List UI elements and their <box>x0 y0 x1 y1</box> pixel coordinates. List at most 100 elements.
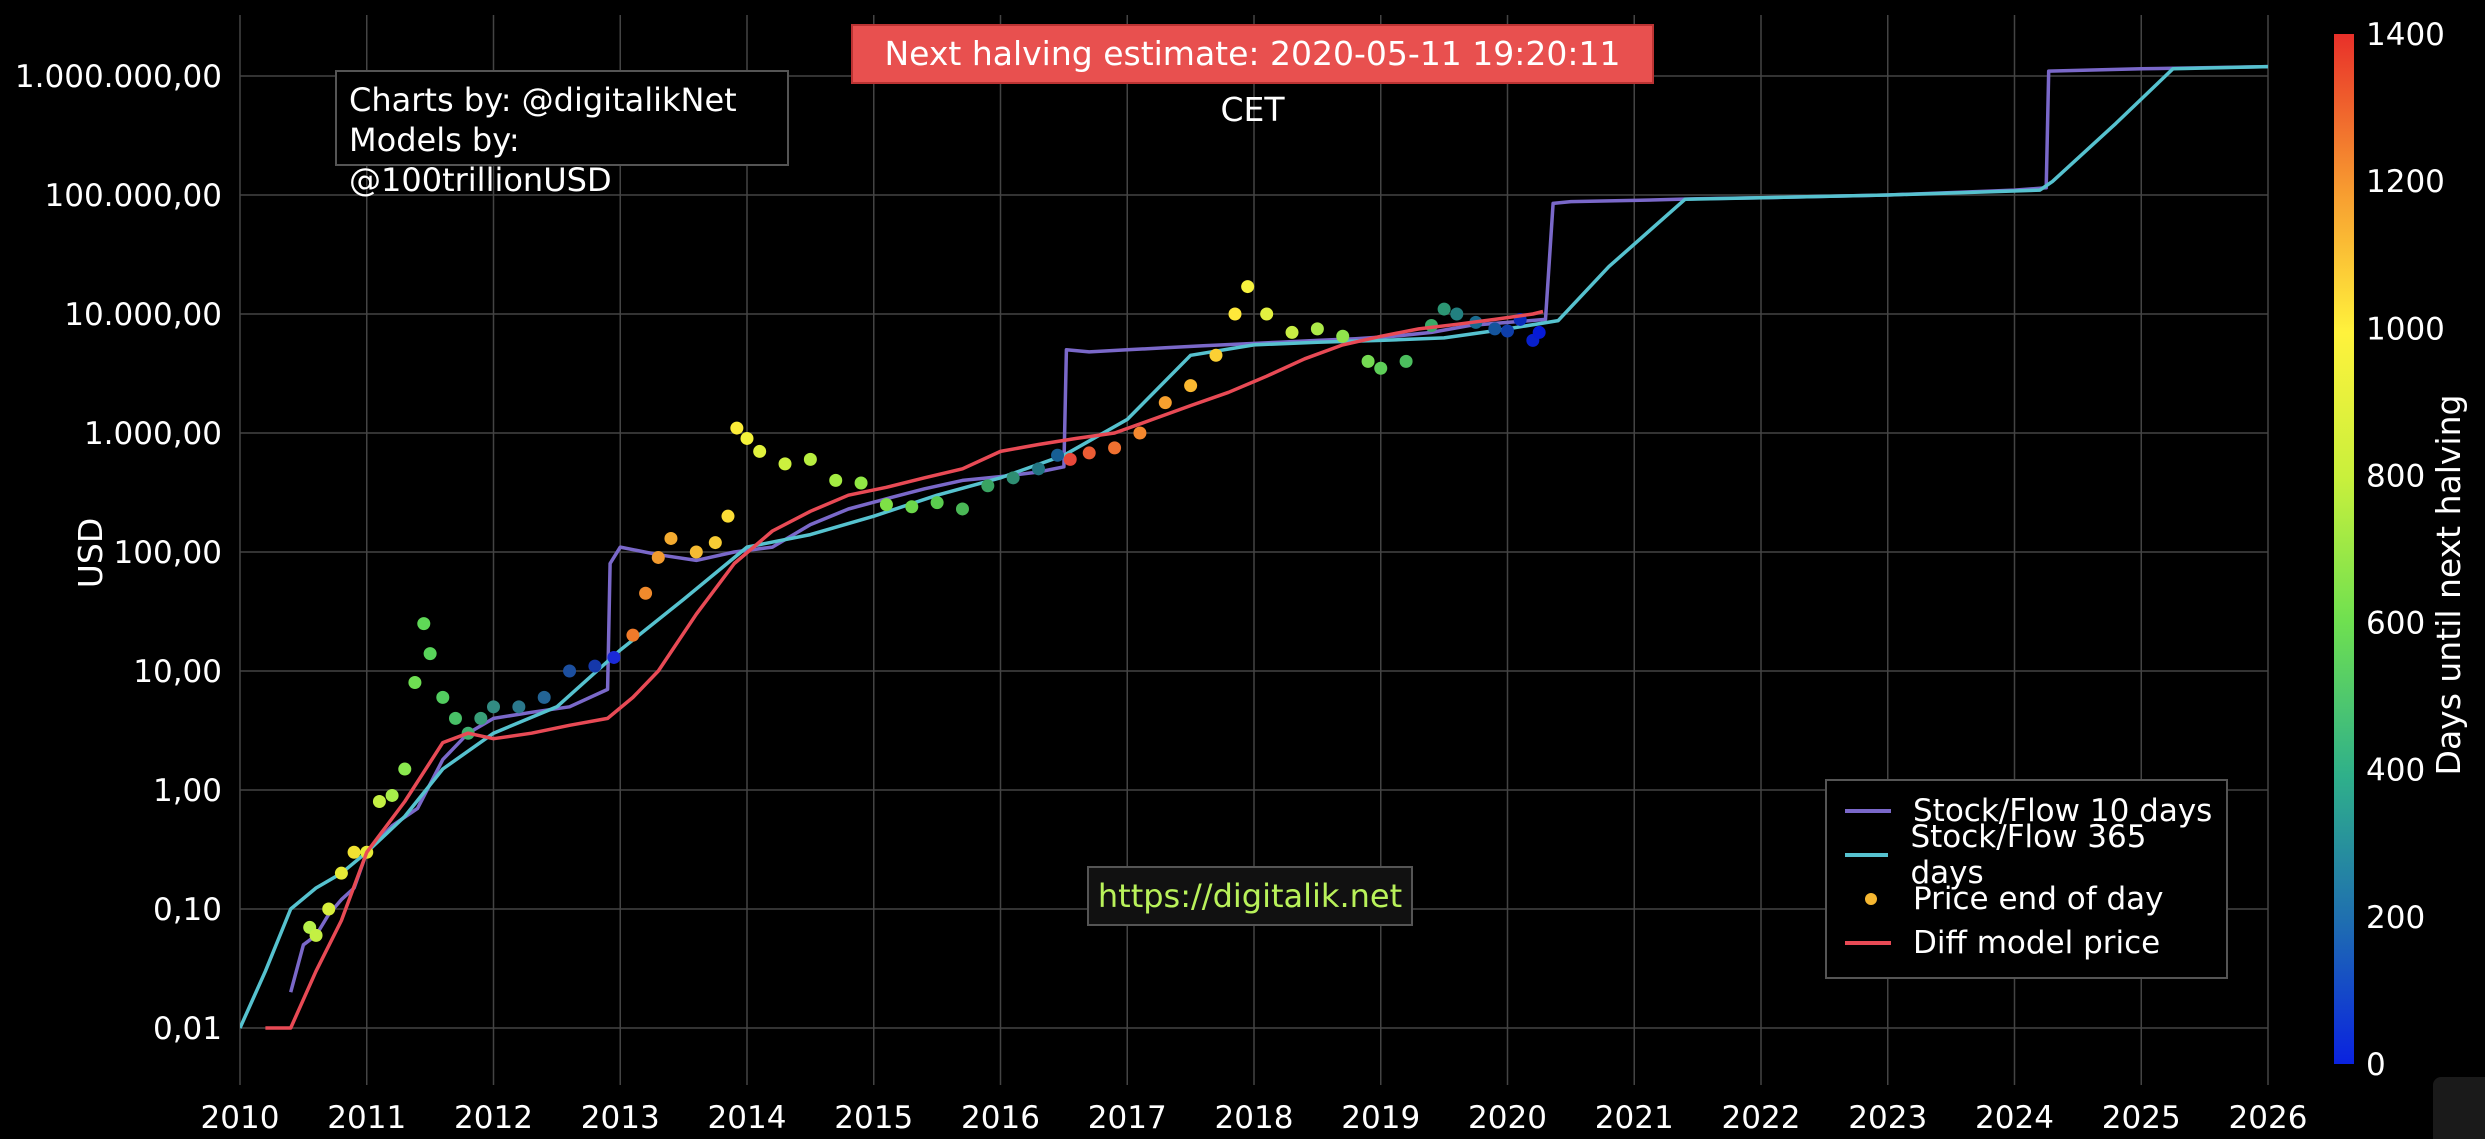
price-point <box>436 690 450 704</box>
price-point <box>1374 361 1388 375</box>
price-point <box>1437 302 1451 316</box>
legend-swatch-diff <box>1837 926 1897 960</box>
y-tick-label: 1.000.000,00 <box>15 59 222 95</box>
legend-item-sf365[interactable]: Stock/Flow 365 days <box>1837 819 2216 891</box>
price-point <box>829 473 843 487</box>
corner-toggle-button[interactable] <box>2433 1077 2485 1139</box>
price-point <box>334 866 348 880</box>
legend-item-price[interactable]: Price end of day <box>1837 877 2216 921</box>
price-point <box>1532 325 1546 339</box>
price-point <box>487 700 500 714</box>
price-point <box>1006 471 1020 485</box>
price-point <box>1184 379 1198 393</box>
price-point <box>930 496 944 510</box>
x-tick-label: 2021 <box>1595 1100 1674 1136</box>
price-point <box>1158 396 1172 410</box>
price-point <box>730 421 744 435</box>
price-point <box>309 928 323 942</box>
x-tick-label: 2026 <box>2229 1100 2308 1136</box>
price-point <box>879 498 893 512</box>
price-point <box>1399 354 1413 368</box>
price-point <box>1336 329 1350 343</box>
price-point <box>1361 354 1375 368</box>
x-tick-label: 2012 <box>454 1100 533 1136</box>
axes: 2010 2011 2012 2013 2014 2015 2016 2017 2018 2019… <box>15 59 2308 1136</box>
colorbar-tick-label: 400 <box>2366 753 2425 789</box>
x-tick-label: 2024 <box>1975 1100 2054 1136</box>
price-point <box>372 795 386 809</box>
x-tick-label: 2019 <box>1341 1100 1420 1136</box>
price-point <box>664 531 678 545</box>
price-point <box>1032 462 1046 476</box>
x-tick-label: 2018 <box>1215 1100 1294 1136</box>
price-point <box>1063 452 1077 466</box>
price-point <box>607 650 621 664</box>
price-point <box>1051 448 1065 462</box>
price-point <box>753 444 767 458</box>
legend-label-sf365: Stock/Flow 365 days <box>1910 819 2147 891</box>
x-tick-label: 2022 <box>1722 1100 1801 1136</box>
price-point <box>905 500 919 514</box>
price-point <box>651 550 665 564</box>
legend-item-diff[interactable]: Diff model price <box>1837 921 2216 965</box>
price-point <box>1450 307 1464 321</box>
y-tick-label: 1.000,00 <box>84 416 222 452</box>
price-point <box>981 479 995 493</box>
price-point <box>1241 280 1255 294</box>
price-point <box>708 536 722 550</box>
price-point <box>588 659 602 673</box>
price-point <box>803 452 817 466</box>
colorbar-tick-label: 800 <box>2366 458 2425 494</box>
price-point <box>1285 325 1299 339</box>
price-point <box>639 586 653 600</box>
y-tick-label: 10,00 <box>133 654 222 690</box>
diff-model-line <box>265 309 1544 1030</box>
x-tick-label: 2010 <box>201 1100 280 1136</box>
price-point <box>778 457 792 471</box>
x-tick-label: 2014 <box>708 1100 787 1136</box>
price-point <box>474 711 488 725</box>
y-tick-label: 0,10 <box>153 892 222 928</box>
price-point <box>721 509 735 523</box>
x-tick-label: 2013 <box>581 1100 660 1136</box>
price-point <box>1133 426 1147 440</box>
price-point <box>1082 446 1096 460</box>
colorbar-tick-label: 200 <box>2366 900 2425 936</box>
price-point <box>347 845 361 859</box>
price-point <box>955 502 969 516</box>
plot-area <box>240 64 2268 1030</box>
legend-item-sf10[interactable]: Stock/Flow 10 days <box>1837 789 2216 833</box>
y-tick-label: 1,00 <box>153 773 222 809</box>
price-point <box>512 700 526 714</box>
colorbar-tick-label: 600 <box>2366 606 2425 642</box>
price-point <box>423 647 437 661</box>
y-tick-label: 100.000,00 <box>45 178 223 214</box>
legend-swatch-sf10 <box>1837 794 1897 828</box>
chart-legend[interactable]: Stock/Flow 10 days Stock/Flow 365 days P… <box>1825 779 2228 979</box>
y-axis-title: USD <box>71 518 110 589</box>
price-point <box>537 690 551 704</box>
models-credit: Models by: @100trillionUSD <box>349 121 612 199</box>
x-tick-label: 2017 <box>1088 1100 1167 1136</box>
halving-estimate-banner: Next halving estimate: 2020-05-11 19:20:… <box>851 24 1654 129</box>
y-tick-label: 10.000,00 <box>64 297 222 333</box>
y-tick-label: 0,01 <box>153 1011 222 1047</box>
x-tick-label: 2016 <box>961 1100 1040 1136</box>
sf10-line <box>289 64 2268 993</box>
y-tick-label: 100,00 <box>114 535 222 571</box>
site-url-link[interactable]: https://digitalik.net <box>1087 866 1413 926</box>
credits-box: Charts by: @digitalikNet Models by: @100… <box>335 70 789 199</box>
price-point <box>626 628 640 642</box>
price-point <box>1209 348 1223 362</box>
price-point <box>398 762 412 776</box>
legend-label-sf10: Stock/Flow 10 days <box>1913 793 2213 829</box>
x-tick-label: 2020 <box>1468 1100 1547 1136</box>
legend-label-diff: Diff model price <box>1913 925 2161 961</box>
colorbar: 0 200 400 600 800 1000 1200 1400 <box>2334 17 2445 1083</box>
price-point <box>1260 307 1274 321</box>
price-point <box>1310 322 1324 336</box>
price-point <box>385 788 399 802</box>
price-point <box>689 545 703 559</box>
price-point <box>1488 322 1502 336</box>
